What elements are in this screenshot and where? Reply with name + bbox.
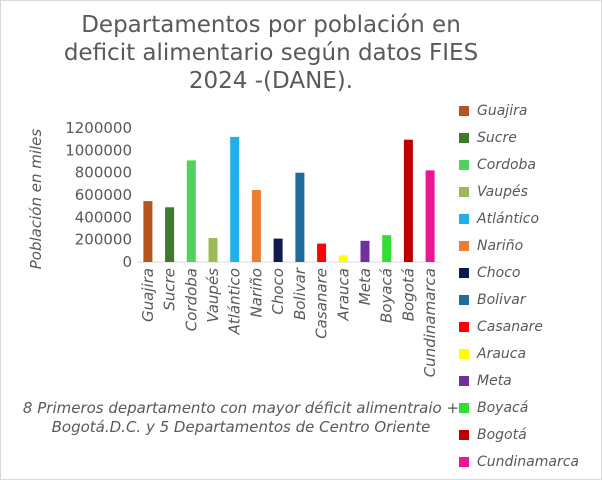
legend-label: Casanare (477, 318, 544, 335)
legend-item: Choco (459, 259, 599, 286)
x-tick-label: Choco (269, 268, 287, 315)
legend-swatch (459, 159, 469, 170)
legend-label: Cundinamarca (477, 453, 579, 470)
bar-vaupes (208, 238, 218, 262)
x-tick-label: Bolivar (291, 267, 309, 320)
chart-annotation: 8 Primeros departamento con mayor défici… (22, 399, 460, 436)
bar-boyaca (382, 235, 392, 262)
legend-label: Arauca (477, 345, 527, 362)
legend-swatch (459, 105, 469, 116)
x-tick-label: Cordoba (182, 268, 200, 331)
legend-swatch (459, 267, 469, 278)
bar-meta (360, 240, 370, 262)
legend-item: Meta (459, 367, 599, 394)
legend-swatch (459, 348, 469, 359)
legend-swatch (459, 240, 469, 251)
legend-swatch (459, 375, 469, 386)
x-tick-label: Bogotá (399, 268, 417, 321)
x-tick-label: Sucre (161, 268, 179, 311)
plot-area: 0 200000 400000 600000 800000 1000000 1200000 G… (65, 119, 441, 377)
x-tick-label: Casanare (313, 268, 331, 339)
y-tick-label: 600000 (75, 186, 132, 204)
y-tick-label: 800000 (75, 164, 132, 182)
legend-swatch (459, 186, 469, 197)
x-tick-label: Atlántico (226, 268, 244, 335)
chart-title: Departamentos por población en deficit a… (63, 12, 479, 94)
x-tick-label: Arauca (334, 268, 352, 322)
legend-label: Choco (477, 264, 521, 281)
y-tick-label: 400000 (75, 208, 132, 226)
legend-item: Boyacá (459, 394, 599, 421)
legend-item: Bogotá (459, 421, 599, 448)
y-tick-label: 0 (122, 253, 132, 271)
bar-casanare (317, 243, 327, 262)
x-tick-label: Guajira (139, 268, 157, 322)
legend-label: Nariño (477, 237, 524, 254)
legend-label: Guajira (477, 102, 528, 119)
legend-item: Sucre (459, 124, 599, 151)
bar-cundinamarca (425, 170, 435, 262)
legend-label: Meta (477, 372, 512, 389)
legend-item: Cundinamarca (459, 448, 599, 475)
legend-item: Arauca (459, 340, 599, 367)
bar-choco (273, 238, 283, 262)
bar-bolivar (295, 172, 305, 262)
x-tick-label: Meta (356, 268, 374, 305)
legend-label: Sucre (477, 129, 517, 146)
legend-item: Atlántico (459, 205, 599, 232)
legend-swatch (459, 213, 469, 224)
legend-label: Bolivar (477, 291, 526, 308)
bar-narino (251, 190, 261, 262)
legend-label: Atlántico (477, 210, 540, 227)
bar-atlantico (230, 136, 240, 262)
bar-bogota (403, 139, 413, 262)
x-tick-label: Boyacá (378, 268, 396, 323)
legend-label: Boyacá (477, 399, 529, 416)
bar-arauca (338, 255, 348, 262)
legend-label: Vaupés (477, 183, 528, 200)
y-tick-label: 200000 (75, 231, 132, 249)
x-tick-label: Cundinamarca (421, 268, 439, 377)
legend-item: Casanare (459, 313, 599, 340)
legend-swatch (459, 294, 469, 305)
legend-swatch (459, 429, 469, 440)
x-tick-label: Nariño (247, 268, 265, 317)
legend-item: Bolivar (459, 286, 599, 313)
x-tick-label: Vaupés (204, 268, 222, 323)
bar-guajira (143, 201, 153, 262)
legend-item: Guajira (459, 97, 599, 124)
legend-item: Cordoba (459, 151, 599, 178)
legend-swatch (459, 456, 469, 467)
legend: Guajira Sucre Cordoba Vaupés Atlántico Nariño… (459, 97, 599, 475)
bar-sucre (165, 207, 175, 262)
bar-cordoba (186, 160, 196, 262)
legend-label: Bogotá (477, 426, 527, 443)
legend-swatch (459, 402, 469, 413)
legend-item: Vaupés (459, 178, 599, 205)
legend-item: Nariño (459, 232, 599, 259)
y-tick-label: 1000000 (65, 141, 132, 159)
legend-label: Cordoba (477, 156, 537, 173)
y-tick-label: 1200000 (65, 119, 132, 137)
legend-swatch (459, 321, 469, 332)
legend-swatch (459, 132, 469, 143)
